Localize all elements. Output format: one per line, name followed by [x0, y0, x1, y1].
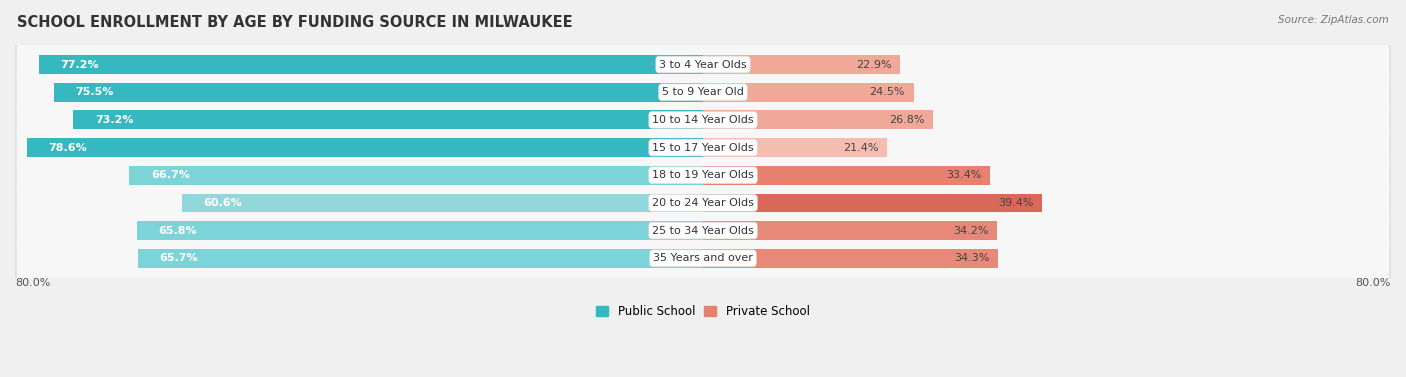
Bar	[53, 83, 703, 102]
Bar	[703, 138, 887, 157]
Text: 3 to 4 Year Olds: 3 to 4 Year Olds	[659, 60, 747, 69]
Text: 80.0%: 80.0%	[1355, 277, 1391, 288]
Bar	[138, 249, 703, 268]
Text: 78.6%: 78.6%	[49, 143, 87, 153]
Text: 34.3%: 34.3%	[955, 253, 990, 263]
Text: 66.7%: 66.7%	[150, 170, 190, 180]
Text: 15 to 17 Year Olds: 15 to 17 Year Olds	[652, 143, 754, 153]
Text: 73.2%: 73.2%	[96, 115, 134, 125]
Text: 21.4%: 21.4%	[844, 143, 879, 153]
Bar	[703, 193, 1042, 212]
FancyBboxPatch shape	[15, 148, 1391, 202]
Text: 18 to 19 Year Olds: 18 to 19 Year Olds	[652, 170, 754, 180]
Text: Source: ZipAtlas.com: Source: ZipAtlas.com	[1278, 15, 1389, 25]
Text: 25 to 34 Year Olds: 25 to 34 Year Olds	[652, 225, 754, 236]
FancyBboxPatch shape	[15, 65, 1391, 120]
Text: 26.8%: 26.8%	[890, 115, 925, 125]
Bar	[129, 166, 703, 185]
Text: 5 to 9 Year Old: 5 to 9 Year Old	[662, 87, 744, 97]
Bar	[703, 221, 997, 240]
FancyBboxPatch shape	[15, 176, 1391, 230]
Bar	[73, 110, 703, 129]
FancyBboxPatch shape	[17, 124, 1389, 171]
Text: 20 to 24 Year Olds: 20 to 24 Year Olds	[652, 198, 754, 208]
Text: 35 Years and over: 35 Years and over	[652, 253, 754, 263]
Text: 34.2%: 34.2%	[953, 225, 988, 236]
Text: 39.4%: 39.4%	[998, 198, 1033, 208]
Text: 33.4%: 33.4%	[946, 170, 981, 180]
Text: 75.5%: 75.5%	[75, 87, 114, 97]
FancyBboxPatch shape	[17, 207, 1389, 254]
FancyBboxPatch shape	[15, 120, 1391, 175]
Text: 10 to 14 Year Olds: 10 to 14 Year Olds	[652, 115, 754, 125]
Text: 65.7%: 65.7%	[159, 253, 198, 263]
FancyBboxPatch shape	[17, 97, 1389, 143]
Bar	[703, 249, 998, 268]
Legend: Public School, Private School: Public School, Private School	[592, 300, 814, 323]
Bar	[703, 110, 934, 129]
FancyBboxPatch shape	[15, 231, 1391, 285]
Text: 22.9%: 22.9%	[856, 60, 891, 69]
Text: 24.5%: 24.5%	[869, 87, 905, 97]
FancyBboxPatch shape	[17, 180, 1389, 226]
FancyBboxPatch shape	[15, 204, 1391, 258]
Text: 60.6%: 60.6%	[204, 198, 242, 208]
FancyBboxPatch shape	[15, 93, 1391, 147]
FancyBboxPatch shape	[17, 41, 1389, 88]
Bar	[27, 138, 703, 157]
Text: 77.2%: 77.2%	[60, 60, 100, 69]
Bar	[703, 166, 990, 185]
Text: 65.8%: 65.8%	[159, 225, 197, 236]
FancyBboxPatch shape	[15, 37, 1391, 92]
Bar	[703, 55, 900, 74]
Text: 80.0%: 80.0%	[15, 277, 51, 288]
FancyBboxPatch shape	[17, 235, 1389, 282]
Bar	[181, 193, 703, 212]
FancyBboxPatch shape	[17, 152, 1389, 199]
Bar	[138, 221, 703, 240]
Bar	[703, 83, 914, 102]
FancyBboxPatch shape	[17, 69, 1389, 115]
Bar	[39, 55, 703, 74]
Text: SCHOOL ENROLLMENT BY AGE BY FUNDING SOURCE IN MILWAUKEE: SCHOOL ENROLLMENT BY AGE BY FUNDING SOUR…	[17, 15, 572, 30]
